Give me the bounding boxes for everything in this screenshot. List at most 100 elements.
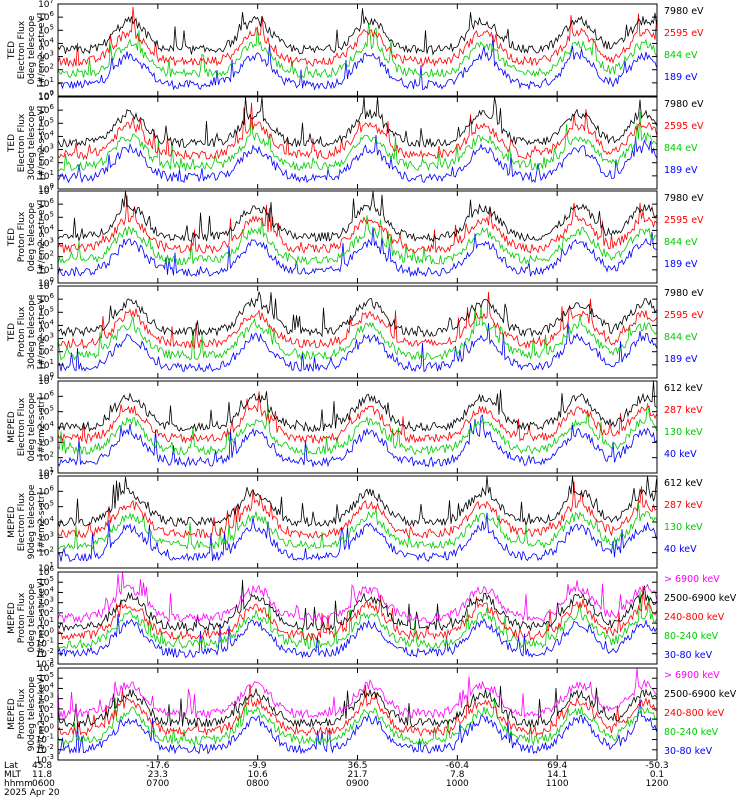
legend-entry: 844 eV bbox=[664, 332, 698, 343]
legend-entry: 844 eV bbox=[664, 237, 698, 248]
legend-entry: 287 keV bbox=[664, 405, 703, 416]
series-trace-3 bbox=[57, 306, 657, 361]
legend-entry: 40 keV bbox=[664, 544, 697, 555]
panel-frame bbox=[57, 571, 658, 665]
footer-mlt-value: 14.1 bbox=[547, 770, 567, 780]
y-axis-label: TEDProton Flux30deg telescope[#/cm2-s-st… bbox=[7, 294, 47, 369]
series-trace-3 bbox=[57, 215, 657, 267]
footer-hhmm-value: 0800 bbox=[246, 779, 269, 789]
series-trace-5 bbox=[57, 613, 657, 659]
y-axis-label: TEDElectron Flux30deg telescope[#/cm2-s-… bbox=[7, 105, 47, 180]
series-trace-4 bbox=[57, 590, 657, 650]
series-trace-4 bbox=[57, 697, 657, 747]
legend-entry: 287 keV bbox=[664, 500, 703, 511]
series-trace-4 bbox=[57, 512, 657, 563]
footer-lat-value: -9.9 bbox=[249, 761, 267, 771]
series-trace-1 bbox=[57, 190, 657, 243]
legend-entry: 40 keV bbox=[664, 449, 697, 460]
legend-entry: 189 eV bbox=[664, 259, 698, 270]
series-trace-2 bbox=[57, 291, 657, 350]
y-axis-label: MEPEDProton Flux90deg telescope[#/cm2-s-… bbox=[7, 674, 47, 753]
legend-entry: 7980 eV bbox=[664, 288, 704, 299]
series-trace-2 bbox=[57, 195, 657, 255]
series-trace-1 bbox=[57, 380, 657, 433]
series-trace-3 bbox=[57, 585, 657, 642]
legend-entry: 7980 eV bbox=[664, 6, 704, 17]
footer-mlt-value: 21.7 bbox=[347, 770, 367, 780]
footer-row-label: Lat bbox=[4, 761, 19, 771]
series-trace-4 bbox=[57, 321, 657, 373]
footer-mlt-value: 7.8 bbox=[450, 770, 465, 780]
legend-entry: 189 eV bbox=[664, 354, 698, 365]
series-trace-3 bbox=[57, 403, 657, 456]
footer-row-label: 2025 Apr 20 bbox=[4, 788, 60, 798]
legend-entry: 130 keV bbox=[664, 522, 703, 533]
series-trace-1 bbox=[57, 475, 657, 528]
legend-entry: 189 eV bbox=[664, 72, 698, 83]
legend-entry: 80-240 keV bbox=[664, 631, 719, 642]
footer-hhmm-value: 1100 bbox=[546, 779, 569, 789]
legend-entry: 30-80 keV bbox=[664, 650, 713, 661]
legend-entry: 2595 eV bbox=[664, 310, 704, 321]
footer-hhmm-value: 0900 bbox=[346, 779, 369, 789]
legend-entry: 2595 eV bbox=[664, 121, 704, 132]
legend-entry: > 6900 keV bbox=[664, 574, 720, 585]
legend-entry: 844 eV bbox=[664, 50, 698, 61]
series-trace-2 bbox=[57, 102, 657, 161]
footer-mlt-value: 23.3 bbox=[148, 770, 168, 780]
y-axis-label: MEPEDElectron Flux0deg telescope[#/cm2-s… bbox=[7, 392, 47, 462]
footer-lat-value: 36.5 bbox=[347, 761, 367, 771]
y-axis-label: MEPEDElectron Flux90deg telescope[#/cm2-… bbox=[7, 484, 47, 559]
footer-mlt-value: 10.6 bbox=[248, 770, 268, 780]
series-trace-1 bbox=[57, 8, 657, 56]
panel-frame bbox=[57, 96, 658, 190]
series-trace-2 bbox=[57, 685, 657, 728]
footer-row-label: hhmm bbox=[4, 779, 33, 789]
legend-entry: 240-800 keV bbox=[664, 612, 725, 623]
series-trace-3 bbox=[57, 111, 657, 172]
panel-frame bbox=[57, 190, 658, 284]
series-trace-1 bbox=[57, 291, 657, 338]
footer-hhmm-value: 0600 bbox=[32, 779, 55, 789]
legend-entry: 7980 eV bbox=[664, 193, 704, 204]
legend-entry: 7980 eV bbox=[664, 99, 704, 110]
series-trace-1 bbox=[57, 571, 657, 624]
footer-lat-value: -17.6 bbox=[146, 761, 170, 771]
footer-row-label: MLT bbox=[4, 770, 22, 780]
footer-hhmm-value: 0700 bbox=[146, 779, 169, 789]
panel-frame bbox=[57, 380, 658, 474]
panel-7: 10-310-210-1100101102103104105106MEPEDPr… bbox=[7, 565, 737, 670]
footer-mlt-value: 11.8 bbox=[32, 770, 52, 780]
series-trace-1 bbox=[57, 667, 657, 720]
legend-entry: 130 keV bbox=[664, 427, 703, 438]
footer-mlt-value: 0.1 bbox=[650, 770, 664, 780]
legend-entry: > 6900 keV bbox=[664, 670, 720, 681]
panel-frame bbox=[57, 3, 658, 97]
footer-lat-value: 45.8 bbox=[32, 761, 52, 771]
legend-entry: 612 keV bbox=[664, 383, 703, 394]
series-trace-3 bbox=[57, 684, 657, 737]
legend-entry: 844 eV bbox=[664, 143, 698, 154]
series-trace-4 bbox=[57, 227, 657, 278]
y-tick-label: 107 bbox=[38, 0, 54, 10]
footer-lat-value: 69.4 bbox=[547, 761, 567, 771]
series-trace-3 bbox=[57, 502, 657, 551]
series-trace-4 bbox=[57, 414, 657, 468]
y-axis-label: TEDProton Flux0deg telescope[#/cm2-s-str… bbox=[7, 200, 47, 275]
legend-entry: 2595 eV bbox=[664, 215, 704, 226]
footer-hhmm-value: 1000 bbox=[446, 779, 469, 789]
legend-entry: 612 keV bbox=[664, 478, 703, 489]
legend-entry: 30-80 keV bbox=[664, 746, 713, 757]
series-trace-4 bbox=[57, 35, 657, 91]
footer-lat-value: -60.4 bbox=[446, 761, 470, 771]
panel-8: 10-310-210-1100101102103104105106MEPEDPr… bbox=[7, 661, 737, 766]
series-trace-4 bbox=[57, 134, 657, 184]
legend-entry: 80-240 keV bbox=[664, 727, 719, 738]
footer-hhmm-value: 1200 bbox=[646, 779, 669, 789]
series-trace-1 bbox=[57, 96, 657, 148]
